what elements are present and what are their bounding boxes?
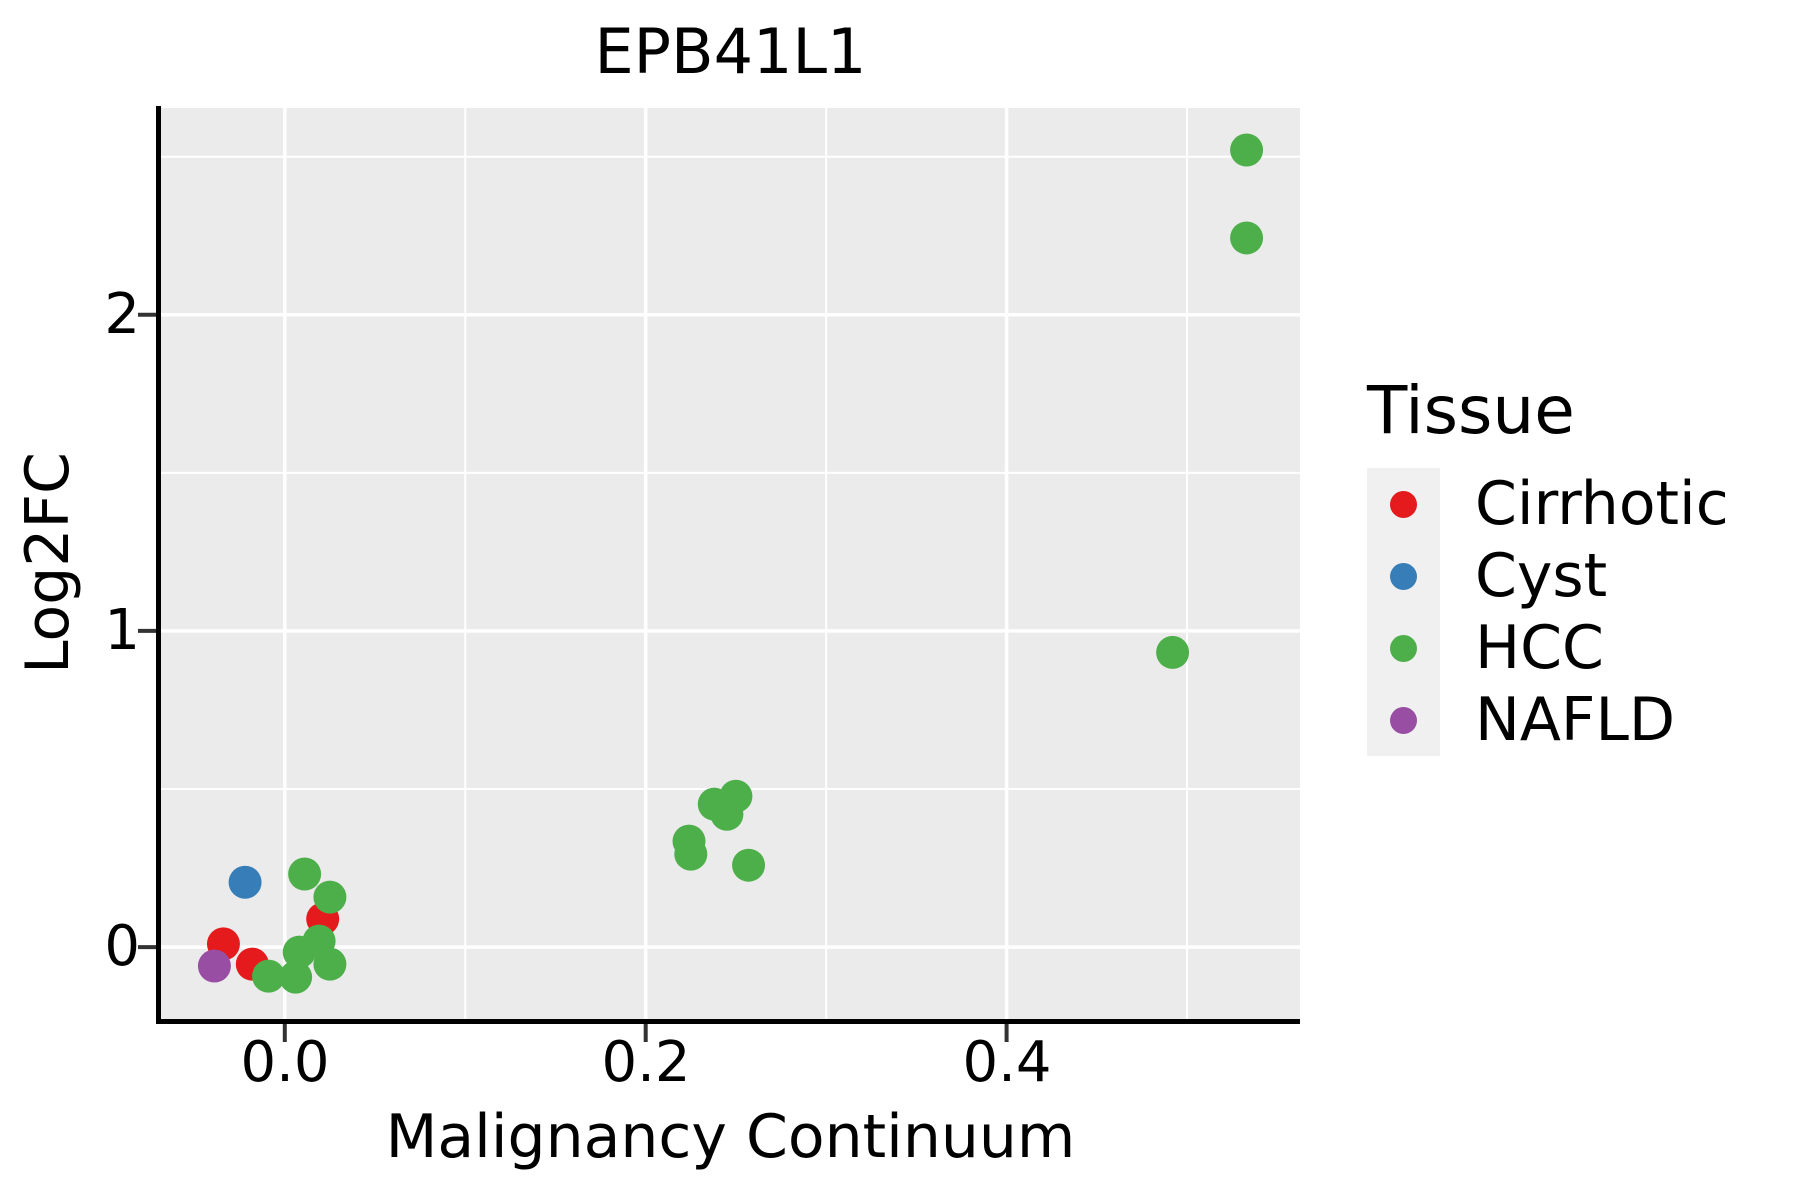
data-point-hcc [288,857,322,891]
data-point-hcc [674,837,708,871]
data-point-hcc [1230,133,1264,167]
data-point-hcc [710,797,744,831]
data-point-hcc [1156,635,1190,669]
legend-label-cyst: Cyst [1475,541,1608,611]
data-point-hcc [1230,221,1264,255]
legend-key [1367,612,1440,684]
legend-entry-hcc: HCC [1367,612,1797,684]
data-point-hcc [313,947,347,981]
data-point-hcc [252,959,286,993]
data-point-hcc [732,848,766,882]
x-axis-title: Malignancy Continuum [385,1102,1076,1172]
data-point-hcc [279,960,313,994]
legend-label-hcc: HCC [1475,613,1604,683]
cirrhotic-dot-icon [1390,490,1417,518]
legend-entry-cyst: Cyst [1367,540,1797,612]
data-point-hcc [282,935,316,969]
legend-key [1367,468,1440,540]
legend-title: Tissue [1367,372,1575,449]
x-tick-label-0: 0.0 [240,1030,330,1095]
y-tick-label-0: 0 [104,914,140,979]
cyst-dot-icon [1390,562,1417,590]
x-tick-label-1: 0.2 [601,1030,691,1095]
legend-entry-nafld: NAFLD [1367,684,1797,756]
data-point-hcc [313,880,347,914]
y-axis-title: Log2FC [13,452,83,674]
chart-title: EPB41L1 [594,15,867,88]
hcc-dot-icon [1390,634,1417,662]
legend: Tissue Cirrhotic Cyst HCC NAFLD [1367,372,1797,756]
x-tick-label-2: 0.4 [962,1030,1052,1095]
panel-background [161,108,1300,1019]
legend-key [1367,540,1440,612]
legend-key [1367,684,1440,756]
legend-entry-cirrhotic: Cirrhotic [1367,468,1797,540]
nafld-dot-icon [1390,706,1417,734]
y-tick-label-2: 2 [104,282,140,347]
data-point-nafld [197,949,231,983]
legend-label-cirrhotic: Cirrhotic [1475,469,1729,539]
legend-label-nafld: NAFLD [1475,685,1676,755]
data-point-cyst [228,865,262,899]
y-tick-label-1: 1 [104,598,140,663]
